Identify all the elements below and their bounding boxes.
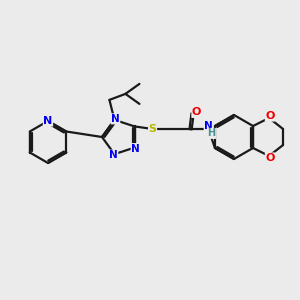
Text: N: N xyxy=(204,122,213,131)
Text: N: N xyxy=(109,150,118,160)
Text: H: H xyxy=(208,128,216,138)
Text: N: N xyxy=(44,116,52,126)
Text: O: O xyxy=(266,111,275,121)
Text: N: N xyxy=(111,114,120,124)
Text: O: O xyxy=(266,153,275,163)
Text: S: S xyxy=(148,124,157,134)
Text: O: O xyxy=(192,107,201,117)
Text: N: N xyxy=(131,144,140,154)
